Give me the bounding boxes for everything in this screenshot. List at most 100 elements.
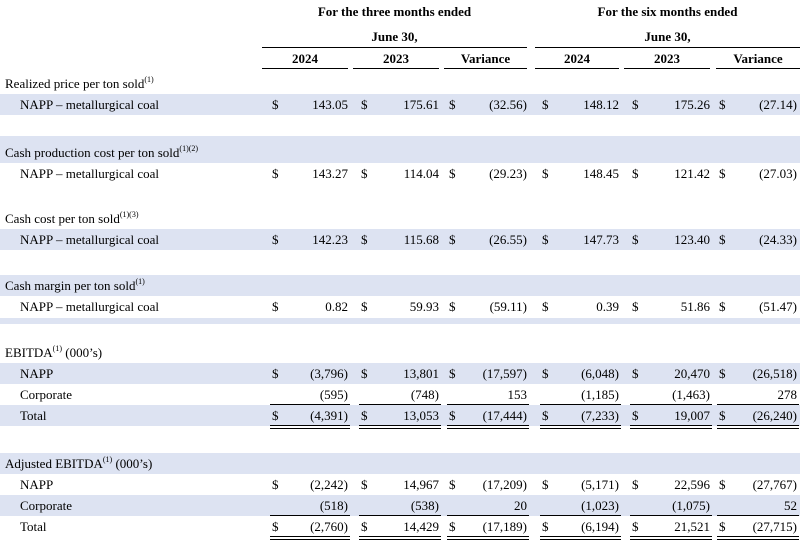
value-cell: (6,194) — [581, 519, 619, 534]
col-header-3m-2024: 2024 — [292, 51, 318, 66]
section-header-row: Cash cost per ton sold(1)(3) — [0, 208, 800, 229]
dollar-sign: $ — [272, 299, 279, 314]
dollar-sign: $ — [719, 299, 726, 314]
value-cell: (1,185) — [581, 387, 619, 402]
value-cell: (17,209) — [482, 477, 527, 492]
total-double-rule — [630, 425, 712, 426]
total-double-rule — [540, 425, 621, 426]
dollar-sign: $ — [632, 408, 639, 423]
total-double-rule — [540, 428, 621, 429]
dollar-sign: $ — [272, 408, 279, 423]
subtotal-rule — [717, 404, 799, 405]
value-cell: (24.33) — [759, 232, 797, 247]
table-row: NAPP $ (2,242) $14,967 $ (17,209) $ (5,171) $22,… — [0, 474, 800, 495]
row-label: NAPP – metallurgical coal — [20, 97, 160, 112]
footnote-marker: (1) — [52, 344, 62, 353]
value-cell: 13,053 — [403, 408, 439, 423]
value-cell: 121.42 — [674, 166, 710, 181]
value-cell: 0.39 — [596, 299, 619, 314]
value-cell: 147.73 — [583, 232, 619, 247]
total-double-rule — [540, 536, 621, 537]
row-label: NAPP – metallurgical coal — [20, 232, 160, 247]
header-three-months-line1: For the three months ended — [317, 4, 472, 19]
value-cell: (29.23) — [489, 166, 527, 181]
dollar-sign: $ — [632, 166, 639, 181]
value-cell: (5,171) — [581, 477, 619, 492]
dollar-sign: $ — [632, 97, 639, 112]
dollar-sign: $ — [719, 366, 726, 381]
total-double-rule — [359, 536, 441, 537]
total-double-rule — [630, 539, 712, 540]
dollar-sign: $ — [272, 519, 279, 534]
dollar-sign: $ — [719, 477, 726, 492]
subtotal-rule — [359, 404, 441, 405]
dollar-sign: $ — [719, 408, 726, 423]
total-double-rule — [270, 536, 350, 537]
value-cell: (1,075) — [672, 498, 710, 513]
section-label: Adjusted EBITDA(1) (000’s) — [5, 455, 153, 472]
col-rule-6m-variance — [716, 68, 800, 69]
value-cell: (32.56) — [489, 97, 527, 112]
value-cell: 175.61 — [403, 97, 439, 112]
value-cell: (2,760) — [310, 519, 348, 534]
total-double-rule — [447, 536, 529, 537]
value-cell: (2,242) — [310, 477, 348, 492]
section-header-row: Realized price per ton sold(1) — [0, 73, 800, 94]
col-rule-6m-2024 — [535, 68, 619, 69]
dollar-sign: $ — [542, 299, 549, 314]
dollar-sign: $ — [449, 366, 456, 381]
subtotal-rule — [359, 515, 441, 516]
dollar-sign: $ — [542, 232, 549, 247]
value-cell: (538) — [410, 498, 439, 513]
total-double-rule — [270, 539, 350, 540]
section-header-row: Cash margin per ton sold(1) — [0, 275, 800, 296]
dollar-sign: $ — [361, 408, 368, 423]
dollar-sign: $ — [719, 97, 726, 112]
spacer-row — [0, 318, 800, 324]
dollar-sign: $ — [361, 477, 368, 492]
unit-suffix: (000’s) — [62, 345, 103, 360]
value-cell: (27.14) — [759, 97, 797, 112]
section-label: Cash production cost per ton sold(1)(2) — [5, 144, 199, 161]
dollar-sign: $ — [449, 477, 456, 492]
dollar-sign: $ — [719, 166, 726, 181]
table-row: Corporate (518) (538) 20 (1,023) (1,075) 52 — [0, 495, 800, 516]
subtotal-rule — [717, 515, 799, 516]
row-label: Total — [20, 408, 47, 423]
dollar-sign: $ — [542, 366, 549, 381]
dollar-sign: $ — [632, 299, 639, 314]
section-label: Realized price per ton sold(1) — [5, 75, 154, 92]
row-label: NAPP — [20, 366, 54, 381]
subtotal-rule — [630, 404, 712, 405]
row-label: Corporate — [20, 387, 72, 402]
value-cell: (17,597) — [482, 366, 527, 381]
value-cell: (59.11) — [489, 299, 527, 314]
value-cell: (4,391) — [310, 408, 348, 423]
subtotal-rule — [630, 515, 712, 516]
dollar-sign: $ — [449, 519, 456, 534]
dollar-sign: $ — [542, 477, 549, 492]
value-cell: 148.45 — [583, 166, 619, 181]
value-cell: (26,518) — [752, 366, 797, 381]
value-cell: 142.23 — [312, 232, 348, 247]
value-cell: 114.04 — [403, 166, 439, 181]
dollar-sign: $ — [542, 519, 549, 534]
value-cell: 52 — [784, 498, 797, 513]
value-cell: (1,463) — [672, 387, 710, 402]
unit-suffix: (000’s) — [112, 456, 153, 471]
dollar-sign: $ — [361, 519, 368, 534]
value-cell: 123.40 — [674, 232, 710, 247]
dollar-sign: $ — [719, 519, 726, 534]
value-cell: 51.86 — [680, 299, 710, 314]
dollar-sign: $ — [449, 166, 456, 181]
total-double-rule — [359, 428, 441, 429]
value-cell: 153 — [507, 387, 528, 402]
footnote-marker: (1) — [102, 455, 113, 464]
section-label: EBITDA(1) (000’s) — [5, 344, 103, 361]
dollar-sign: $ — [632, 366, 639, 381]
value-cell: 143.27 — [312, 166, 348, 181]
dollar-sign: $ — [632, 477, 639, 492]
value-cell: 22,596 — [674, 477, 710, 492]
dollar-sign: $ — [449, 232, 456, 247]
footnote-marker: (1)(3) — [119, 210, 139, 219]
